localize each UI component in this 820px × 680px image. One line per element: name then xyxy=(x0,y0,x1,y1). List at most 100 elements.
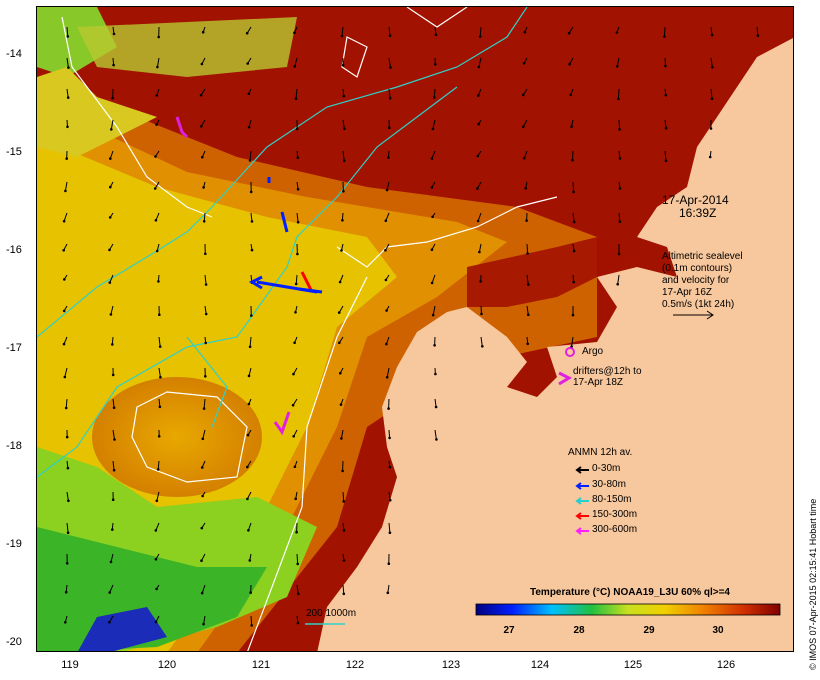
velocity-arrow xyxy=(156,57,160,68)
velocity-arrow-head xyxy=(201,30,205,34)
anmn-legend-item: 150-300m xyxy=(592,509,638,520)
velocity-arrow-head xyxy=(296,156,300,159)
velocity-arrow xyxy=(664,150,667,161)
velocity-arrow-head xyxy=(340,437,343,440)
velocity-arrow-head xyxy=(64,621,67,624)
velocity-arrow-head xyxy=(525,219,528,222)
velocity-arrow-head xyxy=(199,93,203,97)
velocity-arrow-head xyxy=(109,313,113,316)
velocity-arrow-head xyxy=(618,157,622,160)
velocity-arrow xyxy=(64,367,68,378)
velocity-arrow xyxy=(112,460,115,471)
cold-water-patch xyxy=(78,607,167,651)
velocity-arrow-head xyxy=(154,529,158,532)
drifter-marker-icon xyxy=(558,371,573,386)
velocity-arrow-head xyxy=(296,220,300,224)
velocity-arrow-head xyxy=(389,66,392,69)
velocity-arrow-head xyxy=(62,219,66,223)
velocity-arrow-head xyxy=(155,123,158,126)
velocity-arrow xyxy=(664,119,667,129)
velocity-arrow xyxy=(434,26,437,35)
velocity-arrow-head xyxy=(156,468,160,471)
velocity-arrow xyxy=(249,336,252,347)
velocity-arrow-head xyxy=(430,281,434,285)
velocity-arrow-head xyxy=(293,465,297,469)
velocity-arrow-head xyxy=(200,559,203,562)
velocity-arrow-head xyxy=(435,438,438,441)
velocity-arrow xyxy=(385,212,390,221)
velocity-arrow-head xyxy=(200,591,204,595)
velocity-arrow-head xyxy=(384,219,388,222)
x-tick: 123 xyxy=(441,659,461,671)
velocity-arrow-head xyxy=(385,376,389,379)
velocity-arrow-head xyxy=(387,156,390,159)
velocity-arrow xyxy=(710,57,713,68)
map-panel xyxy=(36,6,794,652)
velocity-arrow-head xyxy=(618,187,622,190)
velocity-arrow-head xyxy=(526,252,529,255)
velocity-arrow-head xyxy=(708,155,712,159)
velocity-arrow-head xyxy=(65,435,69,439)
velocity-arrow xyxy=(388,88,391,99)
velocity-arrow xyxy=(112,398,115,408)
velocity-arrow-head xyxy=(246,465,249,469)
drifters-label-line: 17-Apr 18Z xyxy=(573,377,624,388)
velocity-arrow-head xyxy=(108,248,111,252)
velocity-arrow-head xyxy=(204,375,207,378)
velocity-arrow-head xyxy=(618,220,622,223)
velocity-arrow-head xyxy=(63,278,66,281)
velocity-arrow-head xyxy=(572,280,575,284)
velocity-arrow-head xyxy=(111,343,114,346)
velocity-arrow-head xyxy=(201,155,204,159)
altimetric-note-line: and velocity for xyxy=(662,275,730,286)
velocity-arrow-head xyxy=(616,282,619,286)
copyright-watermark: © IMOS 07-Apr-2015 02:15:41 Hobart time xyxy=(808,498,818,670)
velocity-arrow-head xyxy=(66,125,69,129)
velocity-arrow-head xyxy=(342,159,346,162)
velocity-arrow-head xyxy=(64,189,67,193)
temperature-colorbar xyxy=(475,603,781,616)
velocity-arrow-head xyxy=(481,345,484,348)
velocity-arrow-head xyxy=(617,252,621,256)
velocity-arrow xyxy=(342,150,345,161)
sst-map xyxy=(37,7,793,651)
velocity-arrow xyxy=(66,26,69,37)
velocity-arrow-head xyxy=(433,96,436,99)
velocity-arrow-head xyxy=(108,620,111,624)
velocity-arrow xyxy=(526,305,529,315)
velocity-arrow-head xyxy=(155,94,159,97)
velocity-arrow xyxy=(250,615,253,626)
velocity-arrow-head xyxy=(434,372,437,376)
velocity-arrow-head xyxy=(388,436,391,440)
velocity-arrow xyxy=(434,429,437,440)
velocity-arrow xyxy=(616,57,620,67)
north-green-patch xyxy=(37,7,117,77)
velocity-arrow-head xyxy=(615,31,619,34)
velocity-arrow xyxy=(432,119,436,130)
velocity-arrow xyxy=(158,367,161,378)
velocity-arrow-head xyxy=(341,469,344,473)
velocity-arrow xyxy=(434,398,437,408)
anmn-legend-arrows xyxy=(575,466,589,535)
velocity-arrow-head xyxy=(343,127,346,131)
velocity-arrow-head xyxy=(385,309,388,312)
velocity-arrow xyxy=(571,336,574,347)
velocity-arrow xyxy=(478,243,482,253)
velocity-arrow-head xyxy=(523,30,527,34)
velocity-arrow xyxy=(156,491,160,501)
velocity-arrow xyxy=(388,522,391,533)
velocity-arrow-head xyxy=(249,591,252,594)
y-tick: -17 xyxy=(6,342,22,354)
velocity-arrow-head xyxy=(157,35,160,39)
velocity-arrow xyxy=(109,150,114,159)
velocity-arrow-head xyxy=(202,622,205,626)
velocity-arrow xyxy=(388,429,391,438)
velocity-arrow-head xyxy=(664,126,668,130)
anmn-legend-item: 30-80m xyxy=(592,479,626,490)
velocity-arrow-head xyxy=(480,312,483,316)
velocity-arrow-head xyxy=(293,31,296,35)
velocity-arrow-head xyxy=(571,313,575,317)
velocity-arrow-head xyxy=(294,497,298,501)
velocity-arrow xyxy=(296,553,299,564)
velocity-arrow xyxy=(340,429,344,439)
